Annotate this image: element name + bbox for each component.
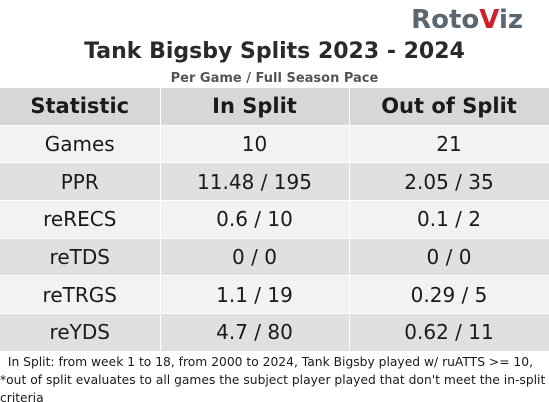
- table-row: reRECS 0.6 / 10 0.1 / 2: [0, 200, 549, 239]
- stat-name: reYDS: [0, 313, 161, 352]
- out-split-value: 2.05 / 35: [349, 162, 549, 201]
- out-split-value: 0.62 / 11: [349, 313, 549, 352]
- rotoviz-logo: RotoViz: [411, 4, 523, 36]
- logo-v: V: [479, 5, 499, 35]
- in-split-value: 11.48 / 195: [160, 162, 350, 201]
- stat-name: Games: [0, 125, 161, 164]
- stat-name: PPR: [0, 162, 161, 201]
- table-row: Games 10 21: [0, 125, 549, 164]
- splits-table: Statistic In Split Out of Split Games 10…: [0, 88, 549, 352]
- stat-name: reTDS: [0, 238, 161, 277]
- stat-name: reRECS: [0, 200, 161, 239]
- table-row: reTRGS 1.1 / 19 0.29 / 5: [0, 275, 549, 314]
- out-split-value: 0 / 0: [349, 238, 549, 277]
- out-split-value: 0.1 / 2: [349, 200, 549, 239]
- table-row: reTDS 0 / 0 0 / 0: [0, 238, 549, 277]
- chart-subtitle: Per Game / Full Season Pace: [170, 71, 379, 86]
- in-split-value: 10: [160, 125, 350, 164]
- table-row: PPR 11.48 / 195 2.05 / 35: [0, 162, 549, 201]
- table-header-row: Statistic In Split Out of Split: [0, 88, 549, 126]
- logo-suffix: iz: [498, 5, 523, 35]
- logo-prefix: Roto: [411, 5, 480, 35]
- chart-title: Tank Bigsby Splits 2023 - 2024: [84, 39, 465, 64]
- out-split-value: 0.29 / 5: [349, 275, 549, 314]
- header-in-split: In Split: [160, 88, 350, 126]
- in-split-value: 1.1 / 19: [160, 275, 350, 314]
- in-split-value: 4.7 / 80: [160, 313, 350, 352]
- in-split-value: 0.6 / 10: [160, 200, 350, 239]
- in-split-value: 0 / 0: [160, 238, 350, 277]
- header-out-of-split: Out of Split: [349, 88, 549, 126]
- table-row: reYDS 4.7 / 80 0.62 / 11: [0, 313, 549, 352]
- split-footnote: In Split: from week 1 to 18, from 2000 t…: [0, 355, 549, 402]
- out-split-value: 21: [349, 125, 549, 164]
- stat-name: reTRGS: [0, 275, 161, 314]
- header-statistic: Statistic: [0, 88, 161, 126]
